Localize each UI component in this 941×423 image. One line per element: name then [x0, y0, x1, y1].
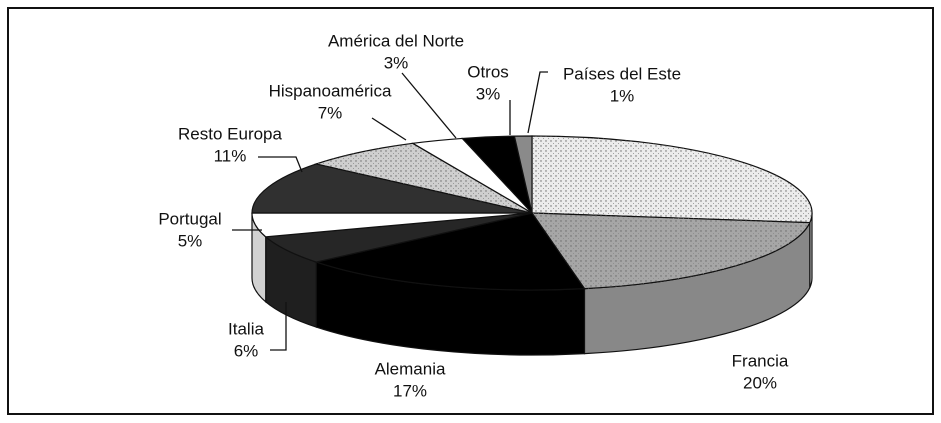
slice-value-label: 17%: [393, 381, 427, 400]
slice-label: Italia: [228, 319, 264, 338]
slice-value-label: 20%: [743, 373, 777, 392]
slice-value-label: 7%: [318, 103, 343, 122]
leader-line: [258, 156, 303, 173]
slice-value-label: 5%: [178, 231, 203, 250]
slice-value-label: 6%: [234, 341, 259, 360]
slice-label: Otros: [467, 62, 509, 81]
pie-tops: [251, 135, 813, 291]
leader-line: [270, 302, 287, 351]
slice-value-label: 3%: [476, 84, 501, 103]
slice-label: Francia: [732, 351, 789, 370]
pie-slice: [513, 135, 533, 214]
slice-value-label: 1%: [610, 86, 635, 105]
slice-label: Portugal: [158, 209, 221, 228]
labels: Francia 20% Alemania 17% Italia 6% Portugal 5% R…: [158, 31, 789, 400]
leader-line: [527, 71, 548, 134]
slice-value-label: 3%: [384, 53, 409, 72]
slice-label: Resto Europa: [178, 124, 282, 143]
pie-slice: [314, 212, 586, 291]
slice-value-label: 11%: [214, 146, 247, 165]
slice-label: Países del Este: [563, 64, 681, 83]
slice-label: América del Norte: [328, 31, 464, 50]
slice-label: Alemania: [375, 359, 446, 378]
leader-line: [401, 72, 457, 139]
leader-line: [371, 117, 407, 141]
slice-label: Hispanoamérica: [269, 81, 392, 100]
